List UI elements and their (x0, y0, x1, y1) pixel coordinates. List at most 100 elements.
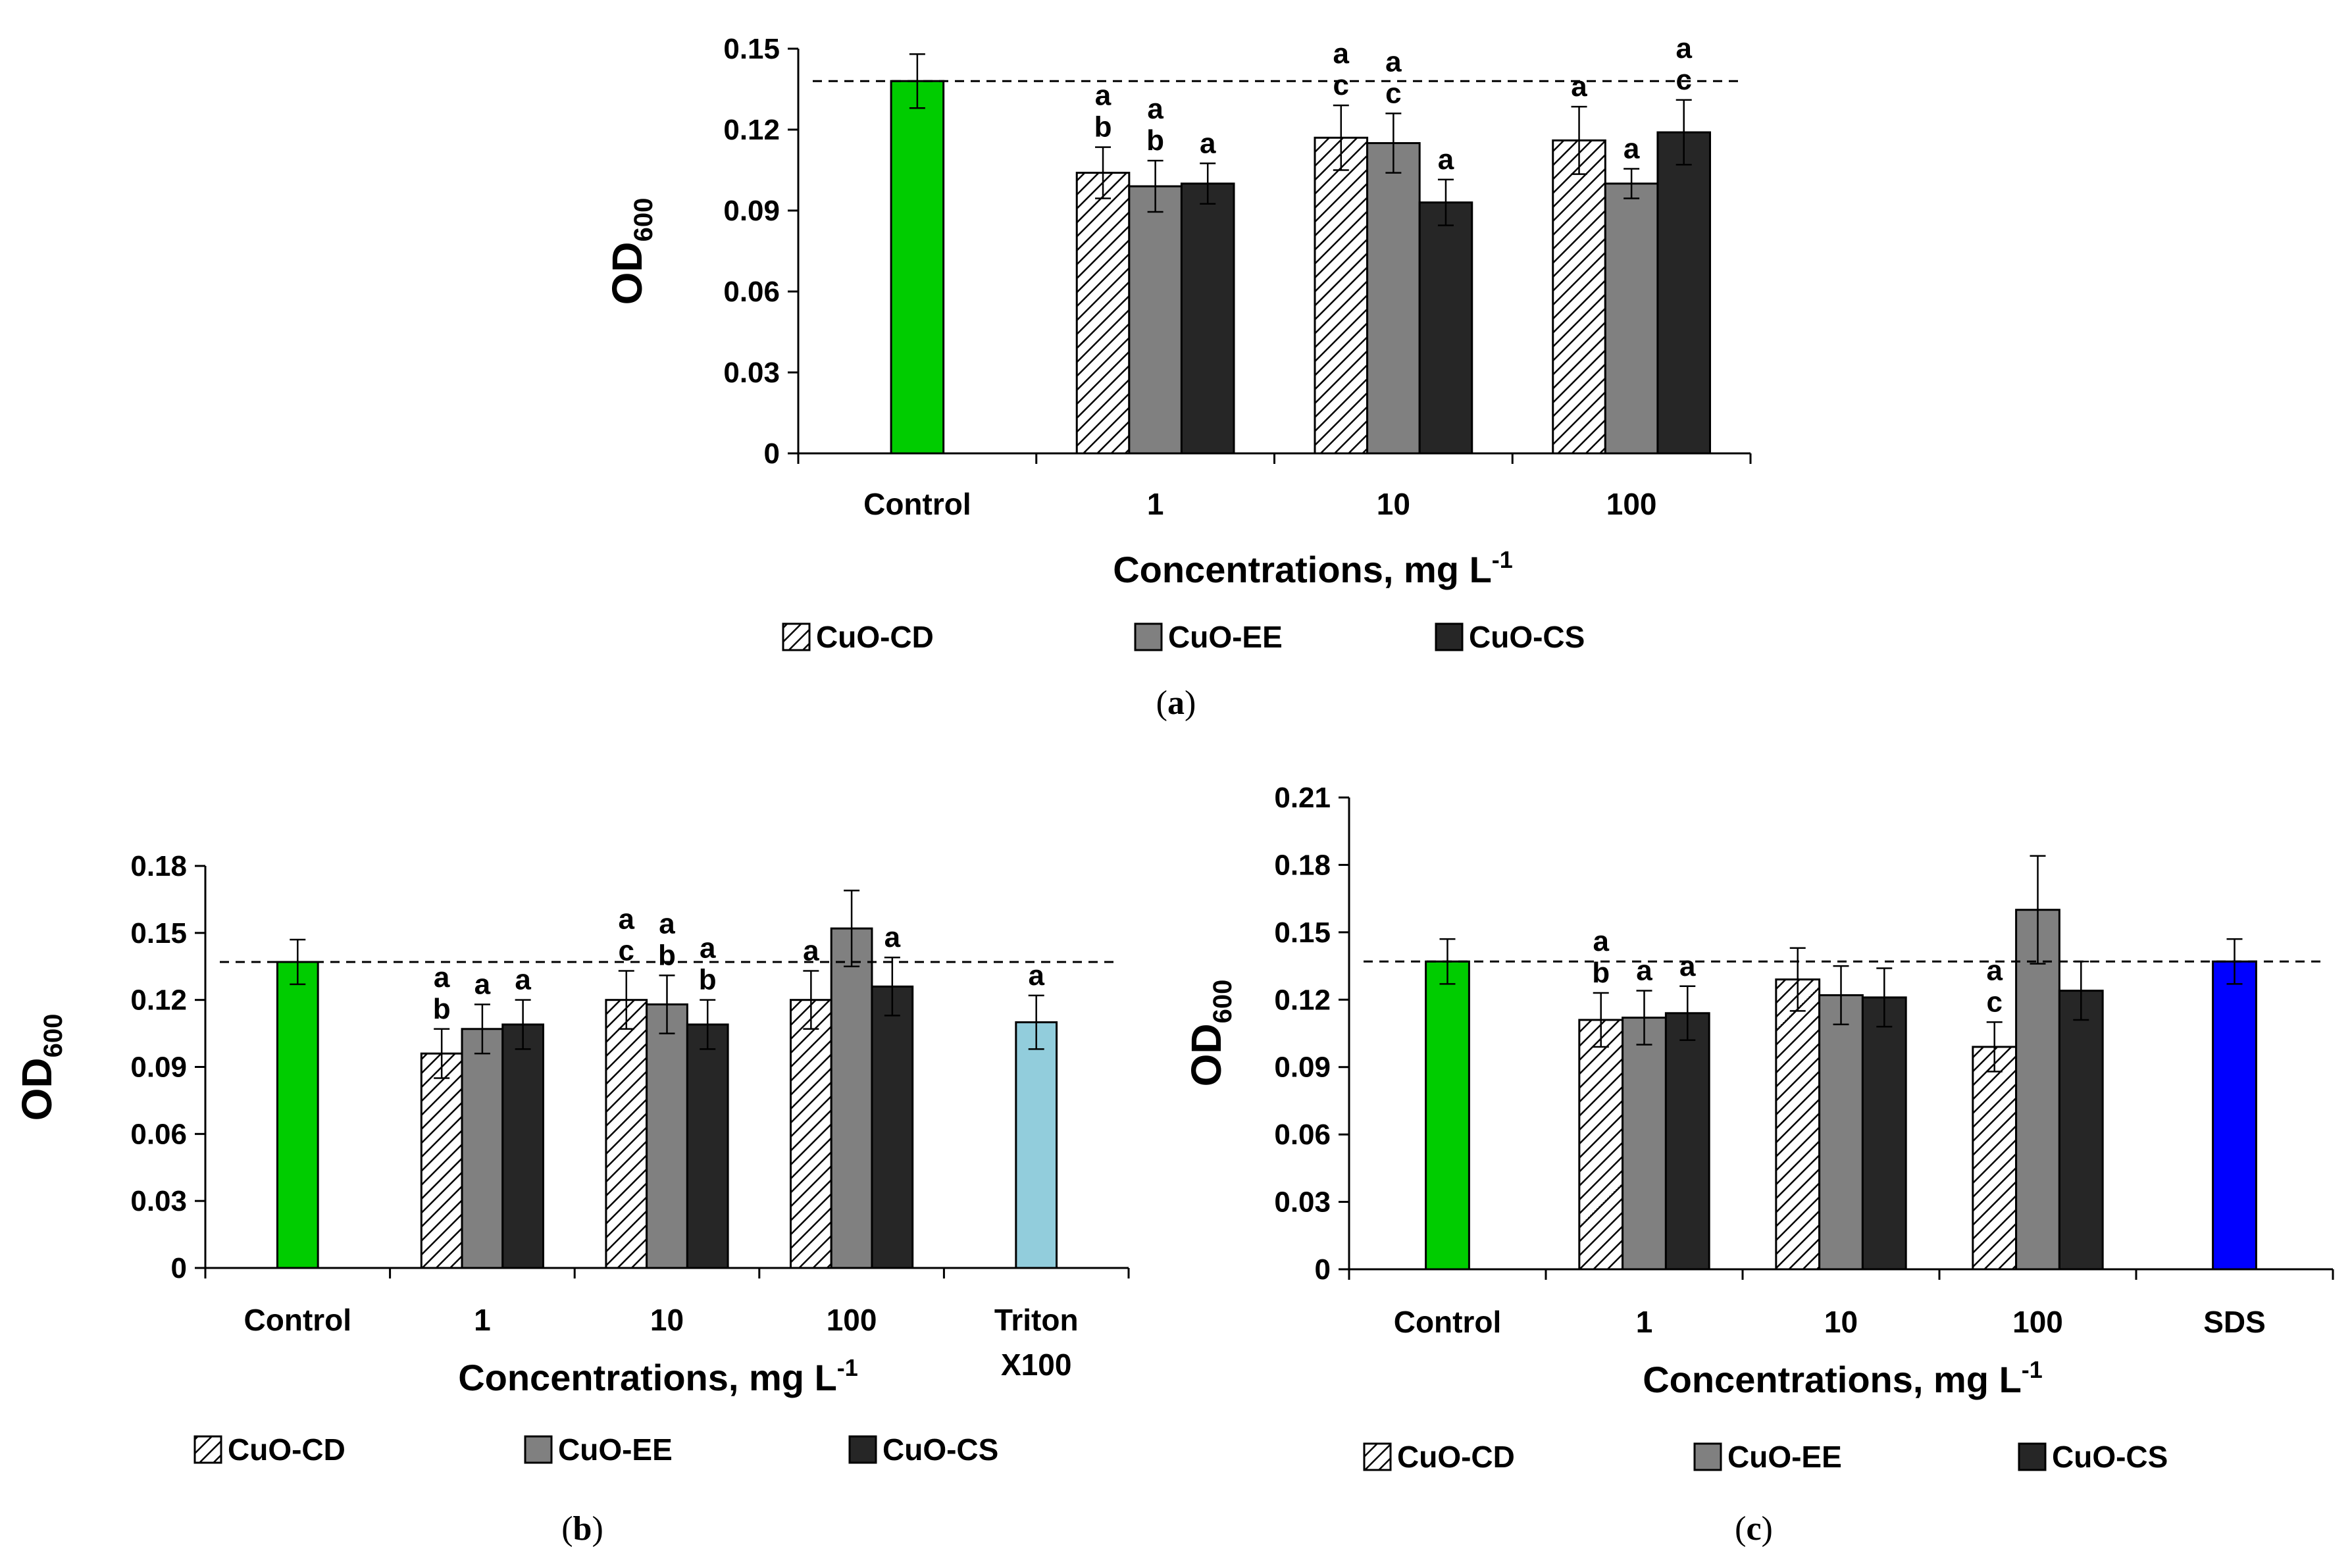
legend-swatch (1134, 622, 1163, 651)
significance-label: c (1986, 986, 2002, 1018)
legend-swatch (2018, 1442, 2047, 1471)
y-tick-label: 0.06 (130, 1118, 187, 1150)
x-tick-label: 10 (1377, 487, 1410, 521)
panel-label-letter: a (1167, 684, 1185, 722)
x-tick-label: 100 (1606, 487, 1657, 521)
x-axis-title-superscript: -1 (2022, 1356, 2043, 1383)
panel-label-close: ) (1762, 1510, 1773, 1548)
bar (1552, 139, 1606, 455)
y-tick-label: 0.18 (130, 850, 187, 882)
significance-label: a (1675, 32, 1692, 64)
x-tick-label: Control (244, 1303, 352, 1337)
bar (276, 961, 319, 1269)
y-axis-title-main: OD (603, 241, 651, 305)
legend-label: CuO-CD (1397, 1440, 1515, 1474)
legend-label: CuO-CS (882, 1432, 998, 1467)
y-axis-title-main: OD (13, 1057, 61, 1121)
x-axis-title-main: Concentrations, mg L (1643, 1359, 2022, 1400)
x-tick-label: X100 (1001, 1348, 1071, 1382)
bar (1128, 185, 1183, 455)
x-axis-title-superscript: -1 (1492, 546, 1513, 573)
legend-label: CuO-CS (2052, 1440, 2168, 1474)
y-tick-label: 0.03 (130, 1185, 187, 1217)
bar (830, 927, 873, 1269)
bar (686, 1023, 729, 1269)
significance-label: b (699, 964, 717, 996)
x-axis-title: Concentrations, mg L-1 (458, 1354, 858, 1398)
panel-label-open: ( (561, 1510, 573, 1548)
panel-label-close: ) (592, 1510, 603, 1548)
x-axis-title: Concentrations, mg L-1 (1113, 546, 1513, 590)
legend-label: CuO-EE (1727, 1440, 1842, 1474)
significance-label: a (1095, 80, 1112, 112)
panel-label-close: ) (1185, 684, 1196, 722)
significance-label: b (1146, 124, 1164, 157)
bar (2212, 960, 2257, 1271)
significance-label: a (1147, 93, 1163, 125)
significance-label: a (1623, 132, 1640, 164)
panel-label-letter: b (573, 1510, 592, 1548)
bar (1656, 131, 1712, 455)
legend-label: CuO-CD (228, 1432, 345, 1467)
significance-label: a (515, 964, 531, 996)
legend-label: CuO-EE (558, 1432, 673, 1467)
x-tick-label: 10 (650, 1303, 684, 1337)
significance-label: b (658, 939, 676, 971)
y-tick-label: 0.18 (1274, 849, 1331, 881)
bar (2058, 990, 2104, 1271)
x-axis-title-superscript: -1 (837, 1354, 858, 1381)
bar (1578, 1019, 1624, 1271)
y-axis-title-subscript: 600 (39, 1014, 68, 1058)
y-tick-label: 0.12 (130, 984, 187, 1017)
significance-label: a (619, 903, 635, 936)
x-axis-title: Concentrations, mg L-1 (1643, 1356, 2043, 1400)
y-tick-label: 0 (764, 438, 780, 470)
bar (1425, 960, 1470, 1271)
panel-label: (c) (1735, 1510, 1773, 1548)
bar (605, 999, 648, 1269)
y-tick-label: 0.21 (1274, 782, 1331, 814)
significance-label: a (474, 968, 491, 1000)
panel-label: (b) (561, 1510, 603, 1548)
bar (890, 80, 945, 455)
significance-label: a (659, 907, 675, 940)
significance-label: a (1571, 70, 1587, 103)
y-tick-label: 0.03 (1274, 1186, 1331, 1219)
x-tick-label: 100 (2012, 1305, 2063, 1339)
bar (871, 985, 914, 1269)
y-axis-title-subscript: 600 (629, 198, 658, 242)
y-tick-label: 0.06 (1274, 1119, 1331, 1151)
y-axis-title: OD600 (603, 198, 658, 305)
bar (1366, 142, 1421, 455)
legend-label: CuO-CS (1469, 620, 1585, 654)
y-tick-label: 0.06 (723, 276, 780, 308)
bar (1604, 182, 1659, 455)
y-tick-label: 0.09 (1274, 1051, 1331, 1084)
y-tick-label: 0.09 (130, 1051, 187, 1084)
panel-label-open: ( (1156, 684, 1167, 722)
significance-label: a (1593, 925, 1609, 957)
y-tick-label: 0.09 (723, 195, 780, 227)
bar (1075, 172, 1131, 455)
significance-label: a (1028, 959, 1044, 992)
legend-swatch (1693, 1442, 1722, 1471)
legend-swatch (1435, 622, 1464, 651)
significance-label: a (1636, 955, 1652, 987)
chart-panel-b: 0 0.03 0.06 0.09 0.12 0.15 0.18 Control 1 10 100 Tr… (13, 850, 1130, 1548)
legend-label: CuO-EE (1168, 620, 1283, 654)
y-axis-title: OD600 (1183, 980, 1237, 1087)
bar (420, 1052, 463, 1269)
bar (790, 999, 832, 1269)
x-tick-label: 10 (1824, 1305, 1858, 1339)
y-axis-title-subscript: 600 (1208, 980, 1237, 1024)
y-tick-label: 0.12 (1274, 984, 1331, 1016)
bar (1622, 1017, 1667, 1271)
panel-label-letter: c (1746, 1510, 1761, 1548)
bar (646, 1003, 688, 1269)
bar (501, 1023, 544, 1269)
y-tick-label: 0 (171, 1252, 187, 1284)
significance-label: b (433, 993, 451, 1025)
bar (1314, 136, 1369, 455)
panel-label-open: ( (1735, 1510, 1746, 1548)
